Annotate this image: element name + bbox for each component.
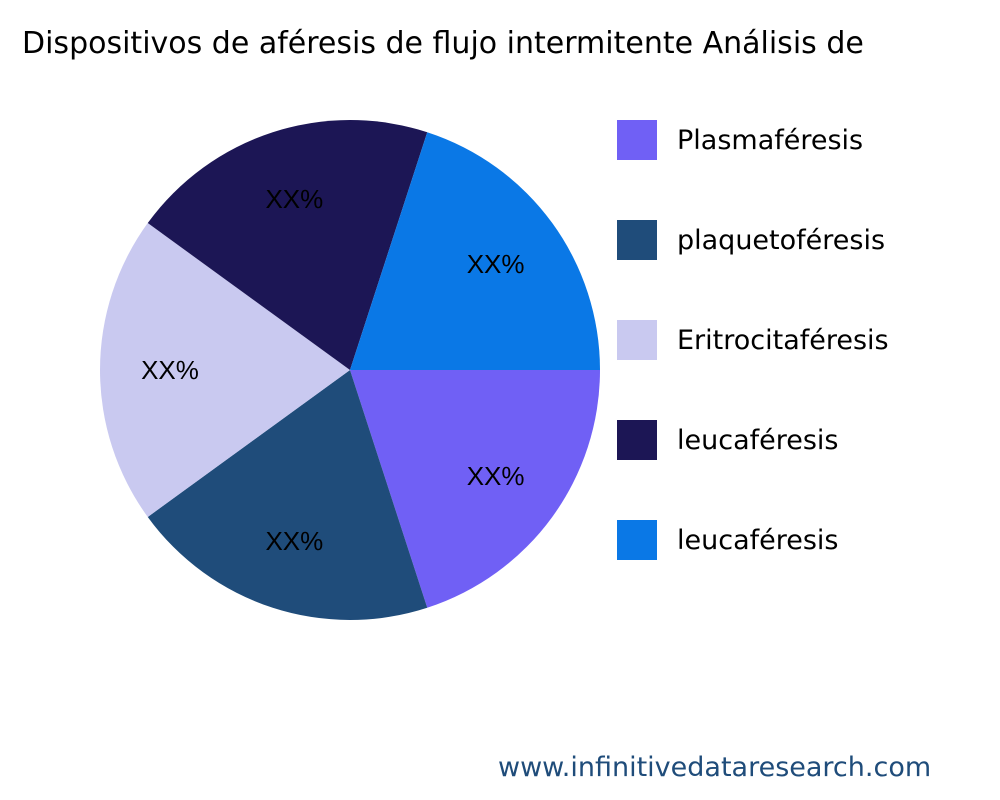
legend-label: Plasmaféresis (677, 124, 864, 156)
data-label: XX% (467, 249, 525, 279)
legend-item[interactable]: plaquetoféresis (617, 220, 885, 260)
pie-slice (147, 120, 428, 370)
pie-slice (100, 223, 350, 517)
legend-item[interactable]: Plasmaféresis (617, 120, 863, 160)
legend-swatch (617, 520, 657, 560)
legend-label: plaquetoféresis (677, 224, 886, 256)
legend-item[interactable]: leucaféresis (617, 520, 839, 560)
pie-slice (350, 370, 600, 608)
legend-item[interactable]: leucaféresis (617, 420, 839, 460)
data-label: XX% (265, 184, 323, 214)
legend-label: leucaféresis (677, 424, 839, 456)
footer-url[interactable]: www.infinitivedataresearch.com (498, 752, 932, 783)
legend-item[interactable]: Eritrocitaféresis (617, 320, 889, 360)
data-label: XX% (141, 355, 199, 385)
legend-label: leucaféresis (677, 524, 839, 556)
data-label: XX% (467, 461, 525, 491)
chart-title: Dispositivos de aféresis de flujo interm… (22, 26, 864, 61)
legend-swatch (617, 320, 657, 360)
data-label: XX% (265, 526, 323, 556)
legend-swatch (617, 220, 657, 260)
legend-label: Eritrocitaféresis (677, 324, 889, 356)
legend-swatch (617, 420, 657, 460)
legend-swatch (617, 120, 657, 160)
pie-slice (147, 370, 428, 620)
pie-slice (350, 132, 600, 370)
